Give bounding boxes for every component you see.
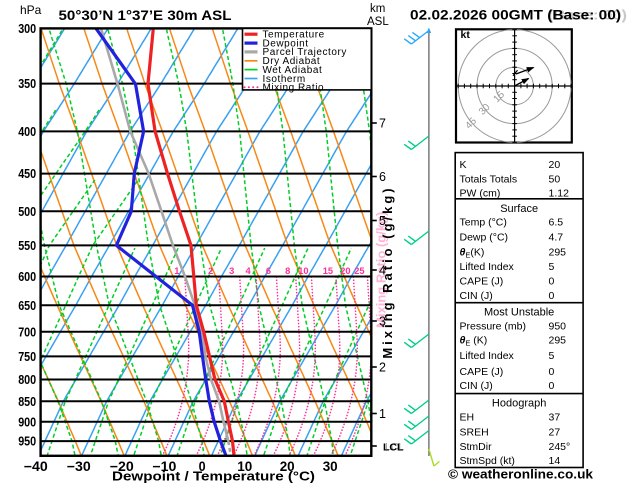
svg-text:0: 0	[549, 275, 555, 287]
svg-text:400: 400	[18, 124, 36, 139]
svg-text:0: 0	[549, 380, 555, 392]
svg-text:CIN (J): CIN (J)	[460, 380, 493, 392]
svg-text:kt: kt	[461, 29, 471, 41]
svg-text:14: 14	[549, 455, 561, 467]
svg-text:Most Unstable: Most Unstable	[484, 306, 554, 318]
svg-text:Wet Adiabat: Wet Adiabat	[263, 65, 323, 76]
svg-text:7: 7	[379, 117, 386, 131]
svg-text:0: 0	[549, 366, 555, 378]
svg-text:Lifted Index: Lifted Index	[460, 261, 515, 273]
svg-text:950: 950	[549, 320, 567, 332]
svg-text:5: 5	[549, 261, 555, 273]
svg-text:θE (K): θE (K)	[460, 334, 488, 347]
svg-text:295: 295	[549, 334, 567, 346]
svg-text:StmSpd (kt): StmSpd (kt)	[460, 455, 515, 467]
svg-text:1.12: 1.12	[549, 188, 570, 200]
svg-text:2: 2	[208, 266, 213, 276]
svg-text:20: 20	[549, 159, 561, 171]
svg-text:2: 2	[379, 361, 386, 375]
svg-text:Temperature: Temperature	[263, 30, 325, 41]
svg-text:hPa: hPa	[20, 3, 42, 17]
svg-text:PW (cm): PW (cm)	[460, 188, 501, 200]
svg-text:6.5: 6.5	[549, 217, 564, 229]
svg-text:Hodograph: Hodograph	[492, 397, 546, 409]
svg-text:245°: 245°	[549, 441, 571, 453]
svg-text:−10: −10	[152, 459, 176, 474]
svg-text:Dewpoint / Temperature (°C): Dewpoint / Temperature (°C)	[112, 468, 315, 483]
svg-text:CAPE (J): CAPE (J)	[460, 366, 504, 378]
svg-text:50°30’N 1°37’E 30m ASL: 50°30’N 1°37’E 30m ASL	[59, 7, 232, 23]
svg-text:CAPE (J): CAPE (J)	[460, 275, 504, 287]
svg-text:650: 650	[18, 298, 36, 313]
svg-text:Pressure (mb): Pressure (mb)	[460, 320, 527, 332]
svg-text:10: 10	[237, 459, 252, 474]
svg-text:02.02.2026 00GMT (Base: 00): 02.02.2026 00GMT (Base: 00)	[410, 7, 621, 23]
svg-text:900: 900	[18, 414, 36, 429]
svg-text:Totals Totals: Totals Totals	[460, 174, 518, 186]
svg-text:700: 700	[18, 324, 36, 339]
svg-text:−40: −40	[24, 459, 48, 474]
svg-text:4: 4	[379, 264, 386, 278]
svg-text:SREH: SREH	[460, 426, 489, 438]
svg-text:3: 3	[229, 266, 234, 276]
svg-text:15: 15	[323, 266, 333, 276]
svg-text:450: 450	[18, 166, 36, 181]
svg-text:CIN (J): CIN (J)	[460, 290, 493, 302]
svg-text:500: 500	[18, 204, 36, 219]
svg-text:20: 20	[340, 266, 350, 276]
svg-text:EH: EH	[460, 411, 475, 423]
svg-text:Lifted Index: Lifted Index	[460, 350, 515, 362]
svg-text:θE(K): θE(K)	[460, 246, 485, 259]
svg-text:Temp (°C): Temp (°C)	[460, 217, 507, 229]
svg-text:1: 1	[379, 407, 386, 421]
svg-text:3: 3	[379, 315, 386, 329]
svg-text:5: 5	[379, 214, 386, 228]
svg-text:Mixing Ratio (g/kg): Mixing Ratio (g/kg)	[380, 185, 395, 358]
svg-text:K: K	[460, 159, 467, 171]
svg-text:0: 0	[199, 459, 206, 474]
svg-text:20: 20	[280, 459, 295, 474]
svg-text:950: 950	[18, 434, 36, 449]
svg-text:StmDir: StmDir	[460, 441, 493, 453]
svg-text:0: 0	[549, 290, 555, 302]
svg-text:4: 4	[246, 266, 252, 276]
svg-text:50: 50	[549, 174, 561, 186]
svg-text:LCL: LCL	[385, 441, 404, 453]
svg-text:Parcel Trajectory: Parcel Trajectory	[263, 47, 347, 58]
svg-text:27: 27	[549, 426, 561, 438]
svg-text:10: 10	[298, 266, 308, 276]
svg-text:(Base: 00): (Base: 00)	[548, 7, 627, 23]
svg-text:30: 30	[323, 459, 338, 474]
svg-text:350: 350	[18, 76, 36, 91]
svg-text:Surface: Surface	[500, 203, 538, 215]
svg-text:6: 6	[266, 266, 271, 276]
svg-text:Dewpoint: Dewpoint	[263, 38, 309, 49]
svg-text:−30: −30	[67, 459, 91, 474]
svg-text:Dry Adiabat: Dry Adiabat	[263, 56, 321, 67]
svg-text:Mixing Ratio (g/kg): Mixing Ratio (g/kg)	[374, 212, 389, 328]
svg-text:600: 600	[18, 269, 36, 284]
svg-text:4.7: 4.7	[549, 232, 564, 244]
svg-text:6: 6	[379, 170, 386, 184]
svg-text:1: 1	[174, 266, 179, 276]
svg-text:550: 550	[18, 238, 36, 253]
svg-text:750: 750	[18, 349, 36, 364]
svg-text:km: km	[370, 3, 385, 15]
svg-text:37: 37	[549, 411, 561, 423]
svg-text:8: 8	[285, 266, 290, 276]
svg-text:25: 25	[354, 266, 364, 276]
svg-text:Isotherm: Isotherm	[263, 74, 306, 85]
svg-text:800: 800	[18, 372, 36, 387]
svg-text:850: 850	[18, 394, 36, 409]
svg-text:Dewp (°C): Dewp (°C)	[460, 232, 509, 244]
svg-text:295: 295	[549, 246, 567, 258]
svg-text:300: 300	[18, 21, 36, 36]
svg-text:LCL: LCL	[383, 442, 404, 454]
svg-text:Mixing Ratio: Mixing Ratio	[263, 83, 325, 94]
svg-text:−20: −20	[110, 459, 134, 474]
svg-text:© weatheronline.co.uk: © weatheronline.co.uk	[448, 467, 594, 482]
svg-text:ASL: ASL	[367, 16, 389, 28]
svg-text:5: 5	[549, 350, 555, 362]
